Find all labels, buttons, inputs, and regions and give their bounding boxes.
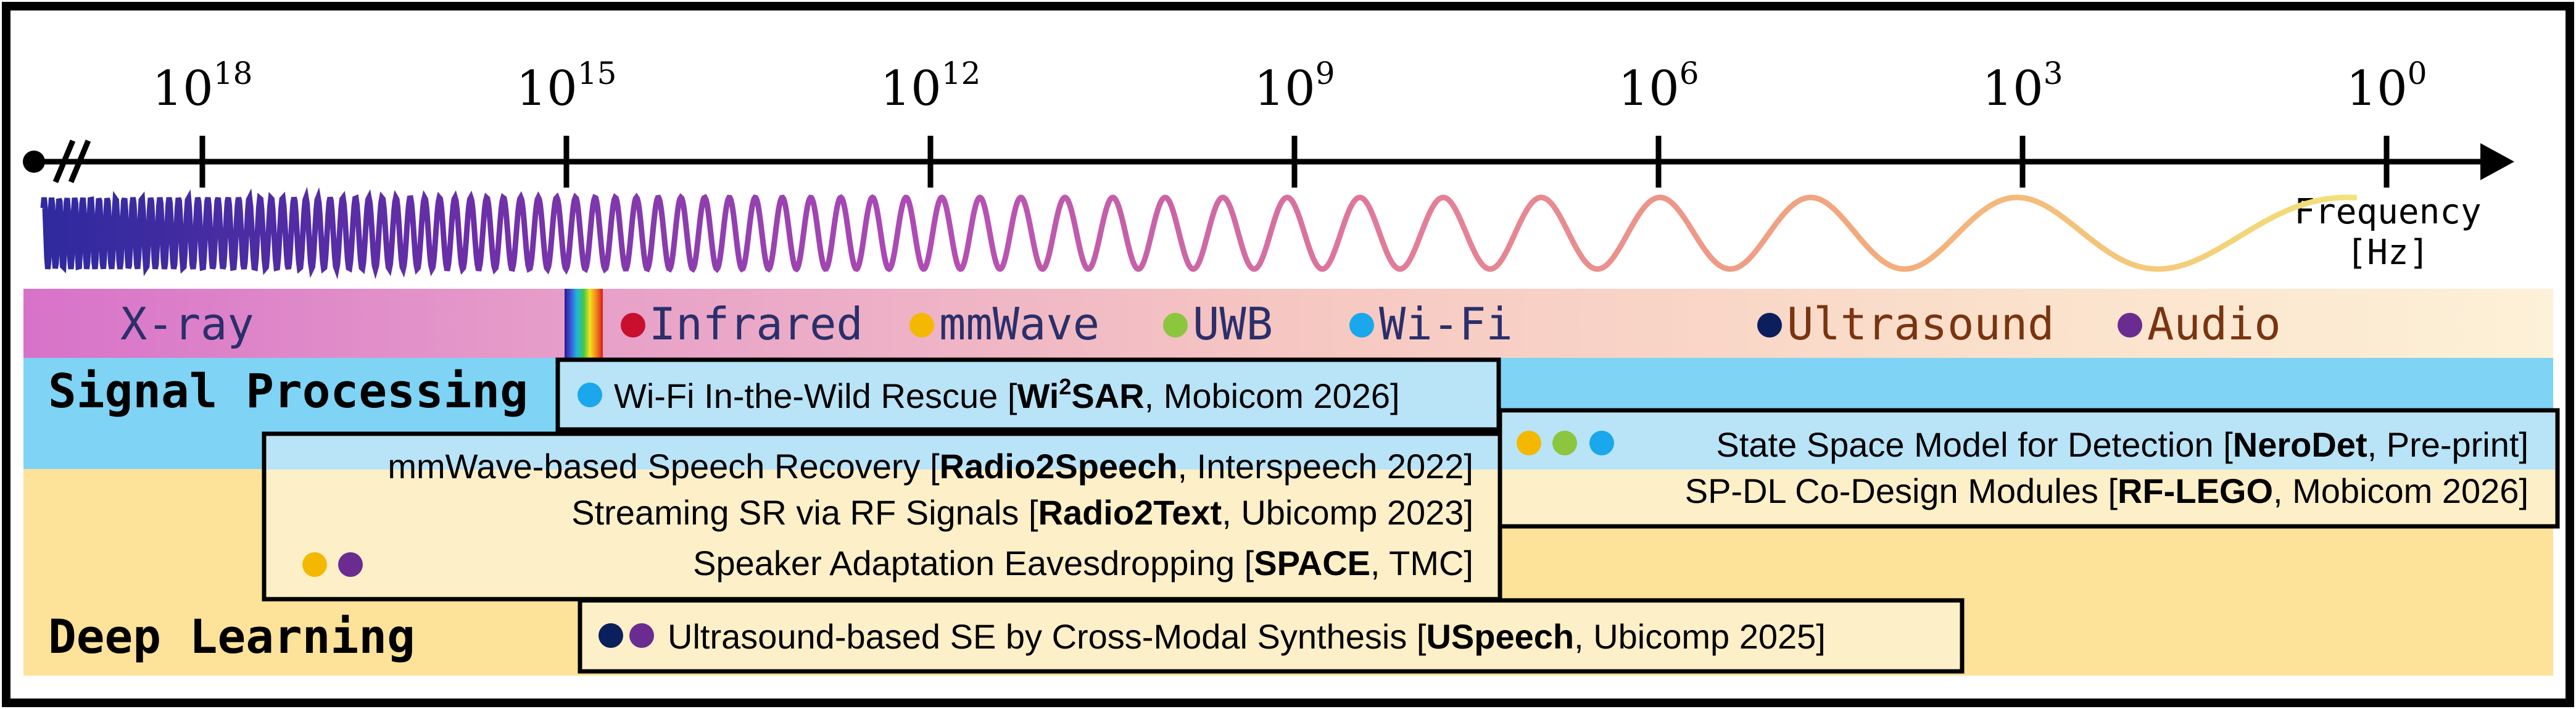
audio-dot-icon <box>629 623 654 648</box>
work-radio2text: Streaming SR via RF Signals [Radio2Text,… <box>571 493 1473 532</box>
axis-break-icon <box>52 139 91 183</box>
frequency-wave <box>40 186 2358 280</box>
region-label-signal-processing: Signal Processing <box>48 363 528 418</box>
work-group-rf-speech: mmWave-based Speech Recovery [Radio2Spee… <box>262 431 1502 602</box>
band-mmwave: mmWave <box>939 298 1100 350</box>
work-wi2sar-name: Wi <box>1017 376 1059 415</box>
ultrasound-dot-icon <box>1757 313 1782 338</box>
band-ultrasound: Ultrasound <box>1787 298 2054 350</box>
wifi-dot-icon <box>1349 313 1374 338</box>
axis-tick-label: 1012 <box>880 56 981 117</box>
svg-text:Wi-Fi In-the-Wild Rescue [Wi2S: Wi-Fi In-the-Wild Rescue [Wi2SAR, Mobico… <box>614 374 1400 415</box>
wifi-dot-icon <box>578 383 602 407</box>
band-xray: X-ray <box>120 298 254 350</box>
ultrasound-dot-icon <box>598 623 623 648</box>
work-wi2sar-name-suffix: SAR <box>1071 376 1144 415</box>
axis-label-unit: [Hz] <box>2346 233 2430 273</box>
band-wifi: Wi-Fi <box>1379 298 1513 350</box>
axis-origin-dot <box>23 151 45 173</box>
frequency-axis: 1018 1015 1012 109 106 103 100 <box>23 56 2514 188</box>
axis-tick-label: 103 <box>1982 56 2063 117</box>
wifi-dot-icon <box>1589 431 1614 455</box>
work-wi2sar-venue: , Mobicom 2026] <box>1145 376 1400 415</box>
work-group-codesign: State Space Model for Detection [NeroDet… <box>1497 408 2560 529</box>
audio-dot-icon <box>338 552 363 577</box>
axis-tick-label: 1018 <box>152 56 253 117</box>
band-audio: Audio <box>2147 298 2281 350</box>
axis-tick-label: 100 <box>2346 56 2427 117</box>
band-infrared: Infrared <box>649 298 863 350</box>
uwb-dot-icon <box>1552 431 1577 455</box>
mmwave-dot-icon <box>302 552 327 577</box>
axis-tick-label: 1015 <box>516 56 617 117</box>
work-nerodet: State Space Model for Detection [NeroDet… <box>1716 425 2528 464</box>
axis-tick-label: 106 <box>1618 56 1699 117</box>
mmwave-dot-icon <box>909 313 934 338</box>
infrared-dot-icon <box>621 313 645 338</box>
visible-light-band <box>565 289 603 358</box>
work-wi2sar-desc: Wi-Fi In-the-Wild Rescue [ <box>614 376 1017 415</box>
work-rflego: SP-DL Co-Design Modules [RF-LEGO, Mobico… <box>1685 471 2528 510</box>
work-uspeech: Ultrasound-based SE by Cross-Modal Synth… <box>578 598 1965 674</box>
axis-tick-label: 109 <box>1254 56 1335 117</box>
work-space: Speaker Adaptation Eavesdropping [SPACE,… <box>693 544 1473 583</box>
region-label-deep-learning: Deep Learning <box>48 609 415 664</box>
audio-dot-icon <box>2118 313 2142 338</box>
work-wi2sar-superscript: 2 <box>1059 374 1071 399</box>
axis-arrow-icon <box>2480 143 2514 180</box>
uwb-dot-icon <box>1163 313 1188 338</box>
mmwave-dot-icon <box>1517 431 1541 455</box>
work-radio2speech: mmWave-based Speech Recovery [Radio2Spee… <box>387 447 1473 486</box>
work-uspeech-text: Ultrasound-based SE by Cross-Modal Synth… <box>668 617 1826 656</box>
axis-ticks: 1018 1015 1012 109 106 103 100 <box>152 56 2427 188</box>
band-uwb: UWB <box>1193 298 1273 350</box>
work-wi2sar: Wi-Fi In-the-Wild Rescue [Wi2SAR, Mobico… <box>555 357 1501 432</box>
